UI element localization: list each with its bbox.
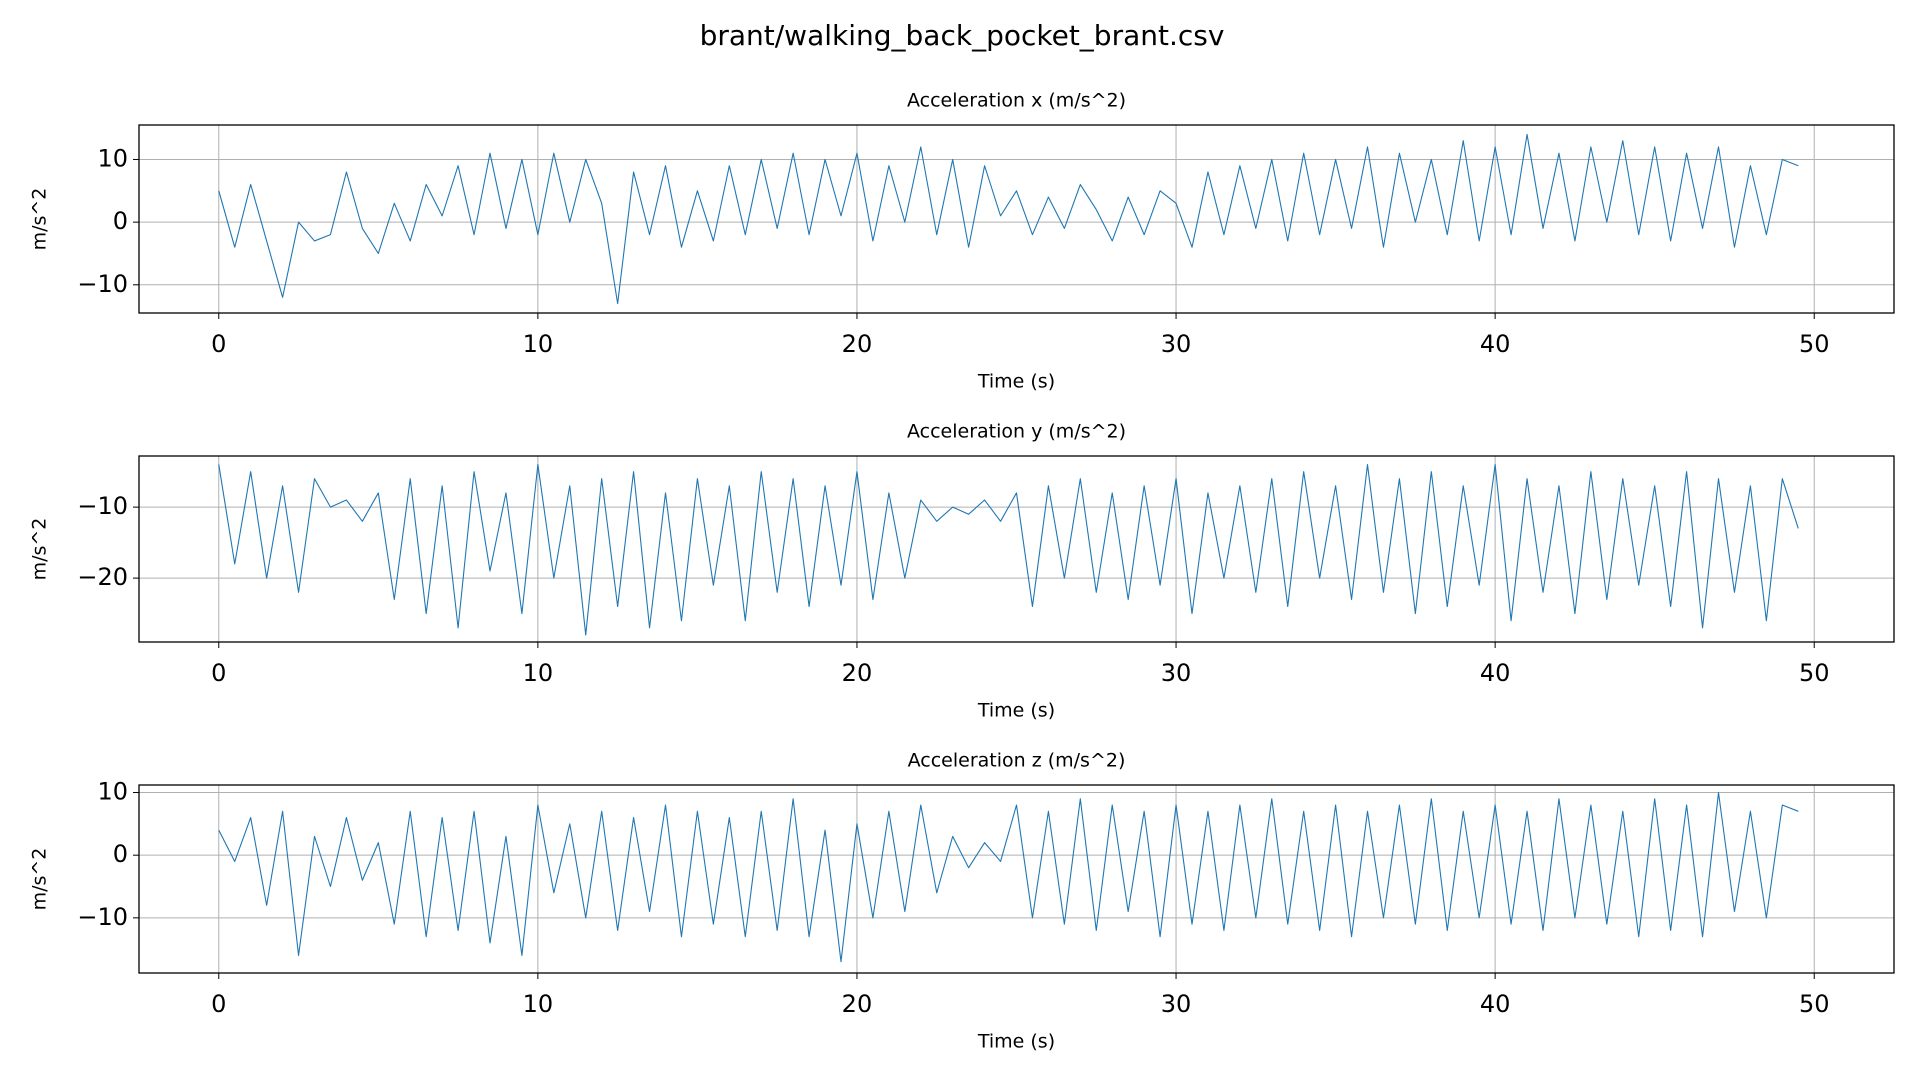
y-tick-label: 0	[113, 840, 128, 868]
y-tick-label: 0	[113, 207, 128, 235]
plot-frame	[138, 784, 1895, 974]
y-tick-label: −10	[77, 903, 128, 931]
x-tick-label: 50	[1799, 659, 1830, 687]
plot-frame	[138, 124, 1895, 314]
x-tick-label: 30	[1161, 330, 1192, 358]
x-axis-label: Time (s)	[977, 371, 1055, 393]
x-tick-label: 50	[1799, 330, 1830, 358]
x-tick-label: 50	[1799, 990, 1830, 1018]
y-tick-label: −10	[77, 270, 128, 298]
x-tick-label: 30	[1161, 659, 1192, 687]
y-tick-label: −20	[77, 563, 128, 591]
x-tick-label: 10	[523, 330, 554, 358]
x-tick-label: 10	[523, 659, 554, 687]
x-tick-label: 20	[842, 990, 873, 1018]
x-tick-label: 30	[1161, 990, 1192, 1018]
x-tick-label: 20	[842, 330, 873, 358]
x-tick-label: 20	[842, 659, 873, 687]
y-tick-label: 10	[97, 144, 128, 172]
y-tick-label: 10	[97, 778, 128, 806]
x-tick-label: 40	[1480, 990, 1511, 1018]
x-tick-label: 0	[211, 659, 226, 687]
y-tick-label: −10	[77, 492, 128, 520]
y-axis-label: m/s^2	[29, 848, 51, 911]
plot-frame	[138, 455, 1895, 643]
data-line	[218, 463, 1799, 636]
subplot-title: Acceleration y (m/s^2)	[907, 421, 1126, 443]
figure-title: brant/walking_back_pocket_brant.csv	[700, 19, 1225, 52]
y-axis-label: m/s^2	[29, 518, 51, 581]
data-line	[218, 791, 1799, 963]
x-tick-label: 0	[211, 330, 226, 358]
x-tick-label: 40	[1480, 330, 1511, 358]
x-tick-label: 10	[523, 990, 554, 1018]
y-axis-label: m/s^2	[29, 188, 51, 251]
x-axis-label: Time (s)	[977, 700, 1055, 722]
subplot-title: Acceleration x (m/s^2)	[907, 90, 1126, 112]
x-tick-label: 0	[211, 990, 226, 1018]
subplot-title: Acceleration z (m/s^2)	[908, 750, 1126, 772]
x-tick-label: 40	[1480, 659, 1511, 687]
data-line	[218, 133, 1799, 305]
x-axis-label: Time (s)	[977, 1031, 1055, 1053]
